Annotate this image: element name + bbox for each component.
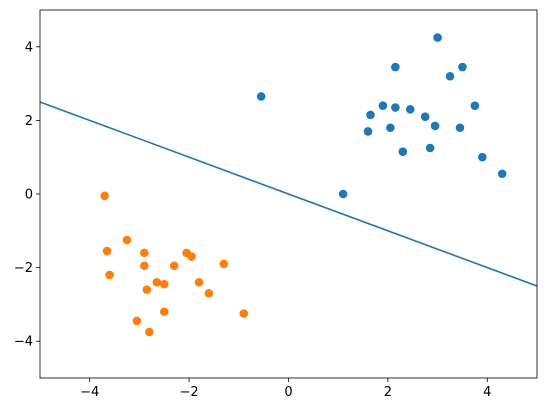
series-0-point-5 [386,123,395,133]
y-tick-label: 0 [25,188,33,203]
y-axis: −4 −2 0 2 4 [14,40,40,350]
series-1-point-16 [204,289,214,298]
series-0-point-18 [478,152,487,162]
decision-line-layer [40,101,537,287]
x-tick-label: 2 [384,385,392,400]
series-1-point-12 [169,261,179,271]
points-layer [100,33,507,337]
series-0-point-2 [363,127,373,136]
series-1-point-17 [219,259,229,269]
series-1-point-5 [140,248,149,258]
series-0-point-14 [445,71,455,81]
series-0-point-16 [458,62,467,72]
series-0-point-13 [433,33,442,42]
series-0-point-15 [455,123,465,133]
x-tick-label: −4 [80,385,99,400]
series-1-point-8 [145,327,154,337]
series-1-point-7 [142,285,152,294]
series-0-point-12 [430,121,440,131]
series-0-point-7 [391,103,400,112]
x-tick-label: 4 [483,385,491,400]
series-1-point-9 [152,278,162,287]
x-tick-label: −2 [180,385,199,400]
series-1-point-3 [122,235,132,245]
series-0-point-17 [470,101,480,110]
decision-line [40,101,537,287]
series-0-point-11 [425,143,435,153]
series-0-point-1 [338,189,348,199]
series-1-point-4 [132,316,142,326]
series-0-point-4 [378,101,388,110]
series-0-point-8 [398,147,408,156]
series-1-point-2 [105,270,114,280]
y-tick-label: 2 [25,114,33,129]
series-1-point-11 [159,307,169,317]
series-0-point-19 [497,169,507,179]
series-1-point-10 [159,279,169,289]
series-1-point-0 [100,191,109,201]
series-1-point-14 [187,252,196,261]
series-1-point-6 [140,261,149,271]
series-0-point-0 [256,92,266,101]
series-0-point-6 [391,62,400,72]
x-tick-label: 0 [284,385,292,400]
y-tick-label: 4 [25,40,33,55]
series-1-point-1 [102,246,112,256]
series-1-point-18 [239,309,249,318]
series-0-point-9 [405,105,415,114]
series-0-point-3 [366,110,375,120]
y-tick-label: −4 [14,335,33,350]
series-0-point-10 [420,112,430,122]
x-axis: −4 −2 0 2 4 [80,378,491,400]
y-tick-label: −2 [14,261,33,276]
series-1-point-15 [194,278,204,287]
